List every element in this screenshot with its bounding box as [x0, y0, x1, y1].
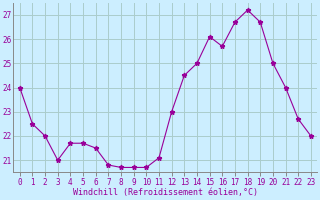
X-axis label: Windchill (Refroidissement éolien,°C): Windchill (Refroidissement éolien,°C)	[73, 188, 258, 197]
